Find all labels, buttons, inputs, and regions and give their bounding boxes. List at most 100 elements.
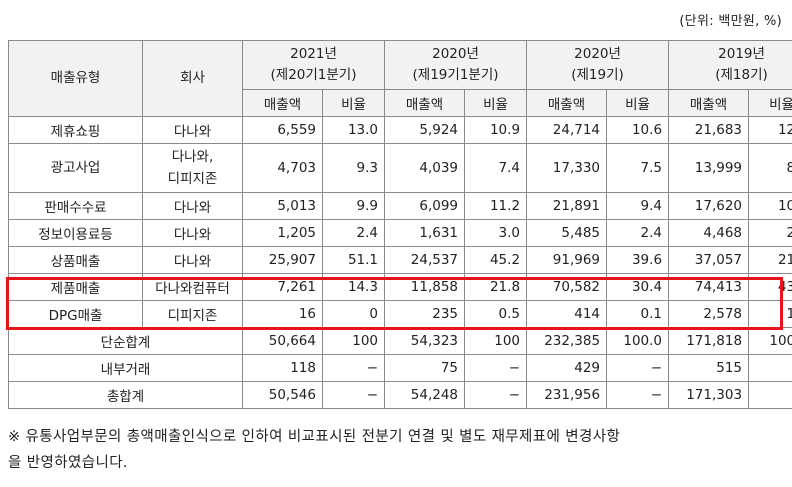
cell-company: 다나와 (142, 116, 243, 144)
cell-type: 정보이용료등 (8, 219, 143, 247)
footnote-line-2: 을 반영하였습니다. (8, 455, 128, 471)
header-sales: 매출액 (242, 89, 323, 117)
header-ratio: 비율 (464, 89, 528, 117)
cell-value: 100.0 (606, 327, 670, 355)
cell-value: 235 (384, 300, 466, 328)
cell-summary-label: 단순합계 (8, 327, 243, 355)
summary-row: 단순합계 50,664 100 54,323 100 232,385 100.0… (8, 327, 792, 355)
cell-value: 12.6 (748, 116, 792, 144)
cell-type: 제품매출 (8, 273, 143, 301)
cell-value: 4,468 (668, 219, 750, 247)
cell-value: 25,907 (242, 246, 323, 274)
cell-value: 2.4 (321, 219, 386, 247)
cell-value: 0.1 (606, 300, 670, 328)
cell-value: 74,413 (668, 273, 750, 301)
cell-value: 13,999 (668, 143, 750, 193)
cell-value: 429 (526, 354, 608, 382)
table-row: 제휴쇼핑 다나와 6,559 13.0 5,924 10.9 24,714 10… (8, 116, 792, 144)
table-row: 광고사업 다나와, 디피지존 4,703 9.3 4,039 7.4 17,330… (8, 143, 792, 193)
cell-value: 54,248 (384, 381, 466, 409)
cell-value: 1,631 (384, 219, 466, 247)
cell-value: 7.5 (606, 143, 670, 193)
summary-row: 총합계 50,546 − 54,248 − 231,956 − 171,303 … (8, 381, 792, 409)
cell-value: 70,582 (526, 273, 608, 301)
cell-value: 17,620 (668, 192, 750, 220)
cell-value: 9.9 (321, 192, 386, 220)
cell-value: − (748, 381, 792, 409)
cell-value: 4,039 (384, 143, 466, 193)
cell-value: 100 (321, 327, 386, 355)
cell-value: 4,703 (242, 143, 323, 193)
cell-value: 231,956 (526, 381, 608, 409)
cell-value: 11,858 (384, 273, 466, 301)
cell-value: 91,969 (526, 246, 608, 274)
revenue-table-wrapper: 매출유형 회사 2021년 (제20기1분기) 2020년 (제19기1분기) 20… (8, 40, 792, 409)
cell-value: − (606, 381, 670, 409)
cell-value: 43.3 (748, 273, 792, 301)
cell-value: 5,013 (242, 192, 323, 220)
cell-value: 5,485 (526, 219, 608, 247)
cell-value: 45.2 (464, 246, 528, 274)
cell-value: 9.4 (606, 192, 670, 220)
cell-company: 다나와, 디피지존 (142, 143, 243, 193)
cell-value: 50,664 (242, 327, 323, 355)
cell-value: 7,261 (242, 273, 323, 301)
cell-value: − (321, 354, 386, 382)
header-sales: 매출액 (384, 89, 466, 117)
header-period-3: 2020년 (제19기) (526, 40, 670, 90)
cell-value: 232,385 (526, 327, 608, 355)
cell-type: 광고사업 (8, 143, 143, 193)
cell-value: 171,818 (668, 327, 750, 355)
header-row-metrics: 매출액 비율 매출액 비율 매출액 비율 매출액 비율 (9, 89, 792, 117)
cell-value: 6,099 (384, 192, 466, 220)
cell-value: − (464, 381, 528, 409)
cell-value: 21.6 (748, 246, 792, 274)
cell-type: DPG매출 (8, 300, 143, 328)
revenue-table: 매출유형 회사 2021년 (제20기1분기) 2020년 (제19기1분기) 20… (8, 40, 792, 409)
cell-value: 7.4 (464, 143, 528, 193)
cell-summary-label: 총합계 (8, 381, 243, 409)
cell-summary-label: 내부거래 (8, 354, 243, 382)
cell-company: 다나와 (142, 219, 243, 247)
cell-value: 11.2 (464, 192, 528, 220)
cell-company: 다나와 (142, 246, 243, 274)
cell-value: 21,891 (526, 192, 608, 220)
table-row: 상품매출 다나와 25,907 51.1 24,537 45.2 91,969 … (8, 246, 792, 274)
table-row: 정보이용료등 다나와 1,205 2.4 1,631 3.0 5,485 2.4… (8, 219, 792, 247)
cell-value: 118 (242, 354, 323, 382)
cell-value: 14.3 (321, 273, 386, 301)
cell-type: 제휴쇼핑 (8, 116, 143, 144)
header-sales: 매출액 (668, 89, 750, 117)
header-ratio: 비율 (606, 89, 670, 117)
cell-type: 상품매출 (8, 246, 143, 274)
cell-value: 3.0 (464, 219, 528, 247)
summary-row: 내부거래 118 − 75 − 429 − 515 − (8, 354, 792, 382)
cell-value: 1.5 (748, 300, 792, 328)
table-row-highlighted: 제품매출 다나와컴퓨터 7,261 14.3 11,858 21.8 70,58… (8, 273, 792, 301)
cell-value: 100.0 (748, 327, 792, 355)
cell-value: 21.8 (464, 273, 528, 301)
cell-value: − (321, 381, 386, 409)
cell-value: 515 (668, 354, 750, 382)
cell-type: 판매수수료 (8, 192, 143, 220)
cell-value: 100 (464, 327, 528, 355)
header-company: 회사 (142, 40, 243, 117)
cell-value: 2,578 (668, 300, 750, 328)
cell-value: 50,546 (242, 381, 323, 409)
cell-value: 16 (242, 300, 323, 328)
cell-value: 9.3 (321, 143, 386, 193)
cell-value: 171,303 (668, 381, 750, 409)
cell-value: 0.5 (464, 300, 528, 328)
cell-value: 414 (526, 300, 608, 328)
cell-value: − (464, 354, 528, 382)
cell-value: 21,683 (668, 116, 750, 144)
cell-value: 54,323 (384, 327, 466, 355)
cell-value: 51.1 (321, 246, 386, 274)
cell-value: 2.4 (606, 219, 670, 247)
footnote-line-1: ※ 유통사업부문의 총액매출인식으로 인하여 비교표시된 전분기 연결 및 별도… (8, 429, 621, 445)
cell-value: 6,559 (242, 116, 323, 144)
table-row: 판매수수료 다나와 5,013 9.9 6,099 11.2 21,891 9.… (8, 192, 792, 220)
header-period-1: 2021년 (제20기1분기) (241, 40, 386, 90)
header-row-periods: 매출유형 회사 2021년 (제20기1분기) 2020년 (제19기1분기) 20… (8, 40, 792, 117)
unit-label: (단위: 백만원, %) (679, 14, 782, 29)
